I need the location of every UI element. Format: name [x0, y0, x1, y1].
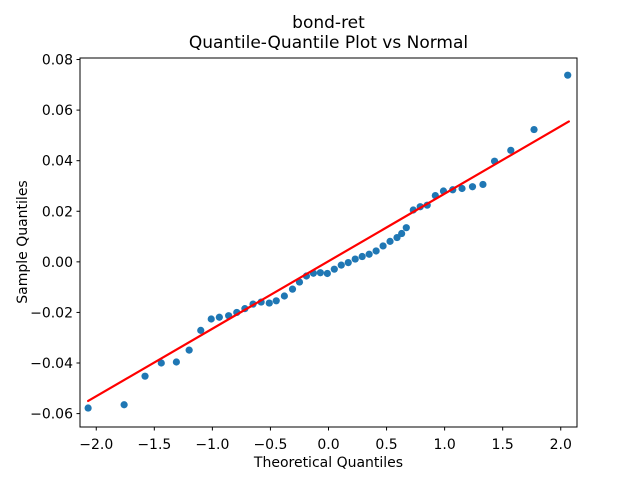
- data-point: [358, 252, 366, 261]
- data-point: [157, 359, 165, 367]
- data-point: [479, 180, 487, 189]
- data-point: [398, 229, 406, 238]
- data-point: [272, 297, 280, 305]
- data-point: [323, 269, 331, 278]
- x-tick-label: 0.5: [375, 437, 397, 453]
- y-tick-label: −0.02: [30, 305, 73, 321]
- data-point: [120, 401, 128, 409]
- data-point: [207, 315, 215, 323]
- data-point: [458, 184, 466, 193]
- x-axis-label: Theoretical Quantiles: [253, 455, 403, 471]
- y-tick-label: −0.04: [30, 356, 73, 372]
- data-point: [197, 326, 205, 334]
- x-tick-label: 0.0: [317, 437, 339, 453]
- plot-subtitle: Quantile-Quantile Plot vs Normal: [189, 33, 468, 53]
- data-point: [468, 183, 477, 191]
- axis-ticks-layer: −2.0 −1.5 −1.0 −0.5 0.0 0.5 1.0 1.5 2.0 0.08 0.06 0…: [30, 53, 572, 453]
- data-point: [507, 146, 515, 154]
- data-point: [280, 292, 288, 300]
- data-point: [564, 71, 572, 79]
- y-tick-label: 0.00: [42, 255, 73, 271]
- data-point: [365, 250, 373, 258]
- normal-fit-line: [87, 120, 570, 403]
- data-point: [84, 404, 92, 412]
- x-tick-label: 2.0: [550, 437, 572, 453]
- data-point: [393, 233, 401, 242]
- data-point: [344, 259, 352, 267]
- x-tick-label: −0.5: [253, 437, 287, 453]
- data-point: [530, 125, 538, 134]
- data-point: [379, 242, 387, 250]
- plot-frame: [79, 57, 578, 428]
- x-tick-label: −1.5: [137, 437, 171, 453]
- x-tick-label: 1.5: [492, 437, 514, 453]
- data-point: [402, 224, 410, 232]
- data-point: [386, 237, 394, 245]
- plot-title: bond-ret: [292, 13, 365, 33]
- data-point: [316, 269, 324, 277]
- y-tick-label: 0.02: [42, 204, 73, 220]
- data-point: [288, 285, 297, 293]
- data-point: [172, 358, 180, 366]
- data-point: [215, 313, 223, 321]
- data-point: [265, 299, 273, 307]
- y-tick-label: 0.08: [42, 53, 73, 69]
- y-tick-label: 0.04: [42, 154, 73, 170]
- data-point: [337, 261, 345, 269]
- x-tick-label: −1.0: [195, 437, 229, 453]
- y-axis-label: Sample Quantiles: [15, 180, 31, 303]
- data-point: [351, 255, 359, 263]
- data-point: [372, 247, 380, 255]
- reference-line-layer: [87, 120, 570, 403]
- x-tick-label: 1.0: [433, 437, 455, 453]
- y-tick-label: 0.06: [42, 103, 73, 119]
- data-point: [330, 265, 338, 273]
- data-point: [141, 372, 149, 380]
- data-point: [185, 346, 193, 354]
- x-tick-label: −2.0: [79, 437, 113, 453]
- y-tick-label: −0.06: [30, 407, 73, 423]
